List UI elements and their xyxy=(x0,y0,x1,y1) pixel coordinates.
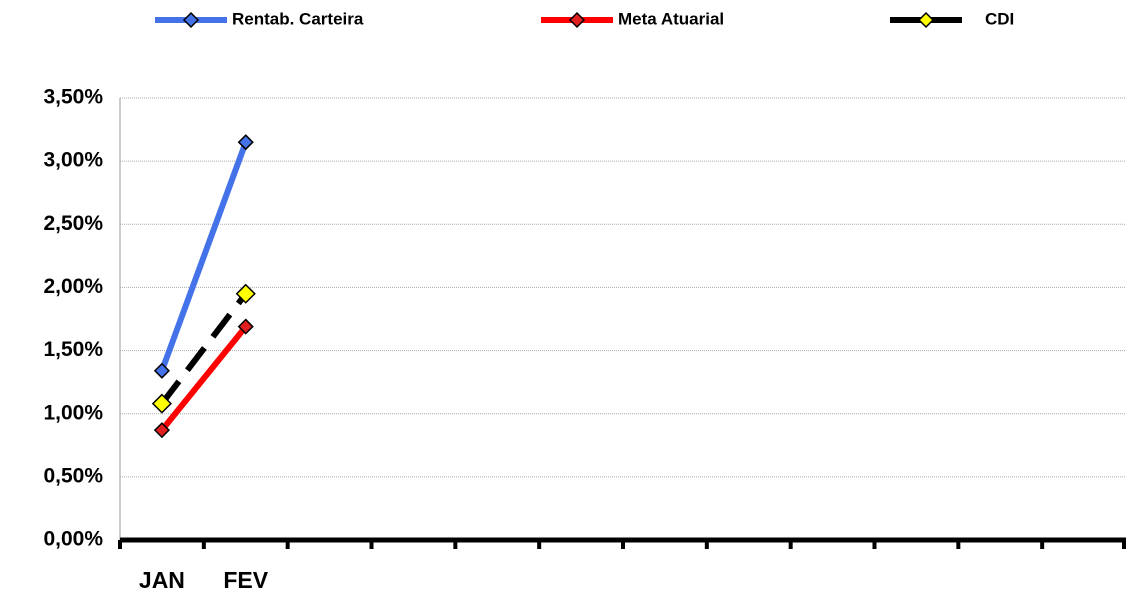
y-tick-label: 2,50% xyxy=(43,212,103,235)
y-tick-label: 0,00% xyxy=(43,528,103,551)
legend-marker xyxy=(568,11,586,29)
series-line xyxy=(159,291,249,406)
marker xyxy=(237,318,254,335)
x-tick-label: FEV xyxy=(223,567,268,593)
series-line xyxy=(159,324,249,433)
legend-label: CDI xyxy=(985,9,1014,28)
legend-marker xyxy=(182,11,200,29)
y-tick-label: 3,50% xyxy=(43,86,103,109)
y-tick-label: 2,00% xyxy=(43,275,103,298)
legend-label: Meta Atuarial xyxy=(618,9,724,28)
y-tick-label: 1,50% xyxy=(43,338,103,361)
marker xyxy=(151,393,172,414)
marker xyxy=(153,362,170,379)
x-tick-label: JAN xyxy=(139,567,185,593)
legend-marker xyxy=(917,11,935,29)
y-tick-label: 1,00% xyxy=(43,401,103,424)
legend-label: Rentab. Carteira xyxy=(232,9,364,28)
y-tick-label: 0,50% xyxy=(43,464,103,487)
y-tick-label: 3,00% xyxy=(43,149,103,172)
marker xyxy=(153,422,170,439)
series-line xyxy=(159,141,249,372)
marker xyxy=(235,283,256,304)
marker xyxy=(237,134,254,151)
